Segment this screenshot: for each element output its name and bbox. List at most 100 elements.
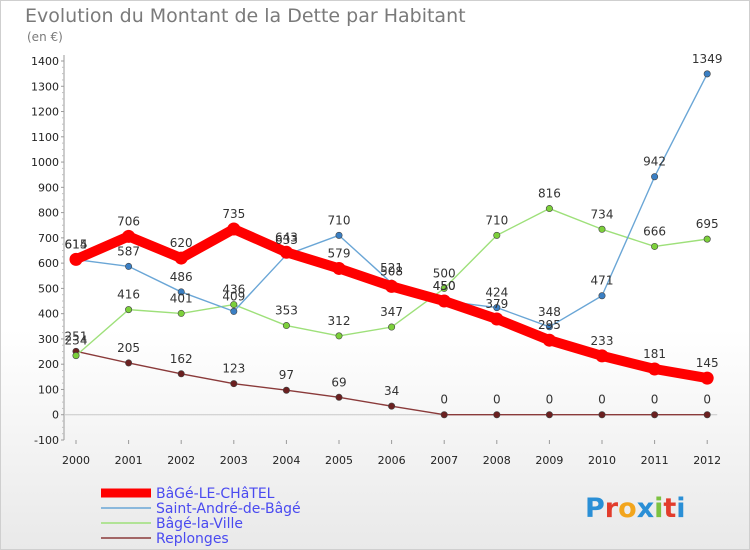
x-tick-label: 2011 [641, 454, 669, 467]
data-point [385, 279, 399, 293]
data-label: 734 [591, 207, 614, 221]
x-tick-label: 2012 [693, 454, 721, 467]
y-tick-label: 1000 [31, 156, 59, 169]
data-label: 424 [485, 286, 508, 300]
data-point [177, 370, 185, 378]
data-label: 162 [170, 352, 193, 366]
x-tick-label: 2004 [272, 454, 300, 467]
data-point [282, 386, 290, 394]
data-label: 233 [591, 334, 614, 348]
data-label: 508 [380, 264, 403, 278]
data-label: 666 [643, 224, 666, 238]
x-tick-label: 2002 [167, 454, 195, 467]
data-point [335, 332, 343, 340]
logo-letter: i [654, 493, 663, 524]
data-label: 0 [440, 393, 448, 407]
data-point [125, 262, 133, 270]
data-point [177, 309, 185, 317]
data-point [703, 235, 711, 243]
data-label: 0 [651, 393, 659, 407]
data-label: 181 [643, 347, 666, 361]
logo-letter: x [637, 493, 654, 524]
data-point [493, 231, 501, 239]
data-label: 643 [275, 230, 298, 244]
y-tick-label: 900 [38, 181, 59, 194]
proxiti-logo: Proxiti [585, 493, 686, 524]
y-tick-label: 0 [52, 409, 59, 422]
x-tick-label: 2007 [430, 454, 458, 467]
chart-title: Evolution du Montant de la Dette par Hab… [25, 5, 466, 27]
data-label: 251 [65, 329, 88, 343]
data-point [651, 173, 659, 181]
data-point [651, 242, 659, 250]
logo-letter: o [618, 493, 637, 524]
data-point [125, 359, 133, 367]
data-point [279, 245, 293, 259]
data-point [177, 288, 185, 296]
x-tick-label: 2010 [588, 454, 616, 467]
data-label: 69 [331, 375, 346, 389]
data-label: 710 [328, 213, 351, 227]
data-point [440, 284, 448, 292]
data-point [282, 322, 290, 330]
data-point [648, 362, 662, 376]
data-point [335, 393, 343, 401]
data-label: 450 [433, 279, 456, 293]
y-tick-label: 300 [38, 333, 59, 346]
data-label: 1349 [692, 52, 723, 66]
data-label: 695 [696, 217, 719, 231]
y-tick-label: 500 [38, 282, 59, 295]
data-label: 312 [328, 314, 351, 328]
data-point [122, 229, 136, 243]
data-label: 97 [279, 368, 294, 382]
data-label: 0 [546, 393, 554, 407]
x-tick-label: 2001 [115, 454, 143, 467]
y-tick-label: 1200 [31, 106, 59, 119]
data-point [227, 222, 241, 236]
data-label: 579 [328, 246, 351, 260]
data-point [335, 231, 343, 239]
data-label: 123 [222, 362, 245, 376]
data-label: 416 [117, 288, 140, 302]
data-label: 0 [598, 393, 606, 407]
data-point [125, 306, 133, 314]
data-label: 710 [485, 213, 508, 227]
y-tick-label: 200 [38, 358, 59, 371]
data-point [598, 411, 606, 419]
data-label: 735 [222, 207, 245, 221]
data-point [174, 251, 188, 265]
data-point [437, 294, 451, 308]
legend-label: Saint-André-de-Bâgé [156, 501, 301, 517]
data-point [230, 380, 238, 388]
data-point [493, 411, 501, 419]
y-tick-label: 100 [38, 383, 59, 396]
data-point [703, 70, 711, 78]
data-label: 942 [643, 155, 666, 169]
y-tick-label: 700 [38, 232, 59, 245]
y-tick-label: 400 [38, 308, 59, 321]
data-point [545, 411, 553, 419]
data-label: 295 [538, 318, 561, 332]
data-label: 471 [591, 274, 614, 288]
data-label: 234 [65, 334, 88, 348]
data-point [490, 312, 504, 326]
data-point [545, 323, 553, 331]
data-point [230, 301, 238, 309]
logo-letter: t [663, 493, 676, 524]
x-tick-label: 2008 [483, 454, 511, 467]
data-label: 379 [485, 297, 508, 311]
logo-letter: r [605, 493, 619, 524]
data-label: 615 [65, 237, 88, 251]
x-tick-label: 2003 [220, 454, 248, 467]
data-label: 486 [170, 270, 193, 284]
y-tick-label: 1300 [31, 80, 59, 93]
y-tick-label: 800 [38, 207, 59, 220]
data-label: 614 [65, 238, 88, 252]
data-point [388, 323, 396, 331]
data-label: 145 [696, 356, 719, 370]
data-label: 409 [222, 289, 245, 303]
data-label: 436 [222, 283, 245, 297]
logo-letter: P [585, 493, 605, 524]
